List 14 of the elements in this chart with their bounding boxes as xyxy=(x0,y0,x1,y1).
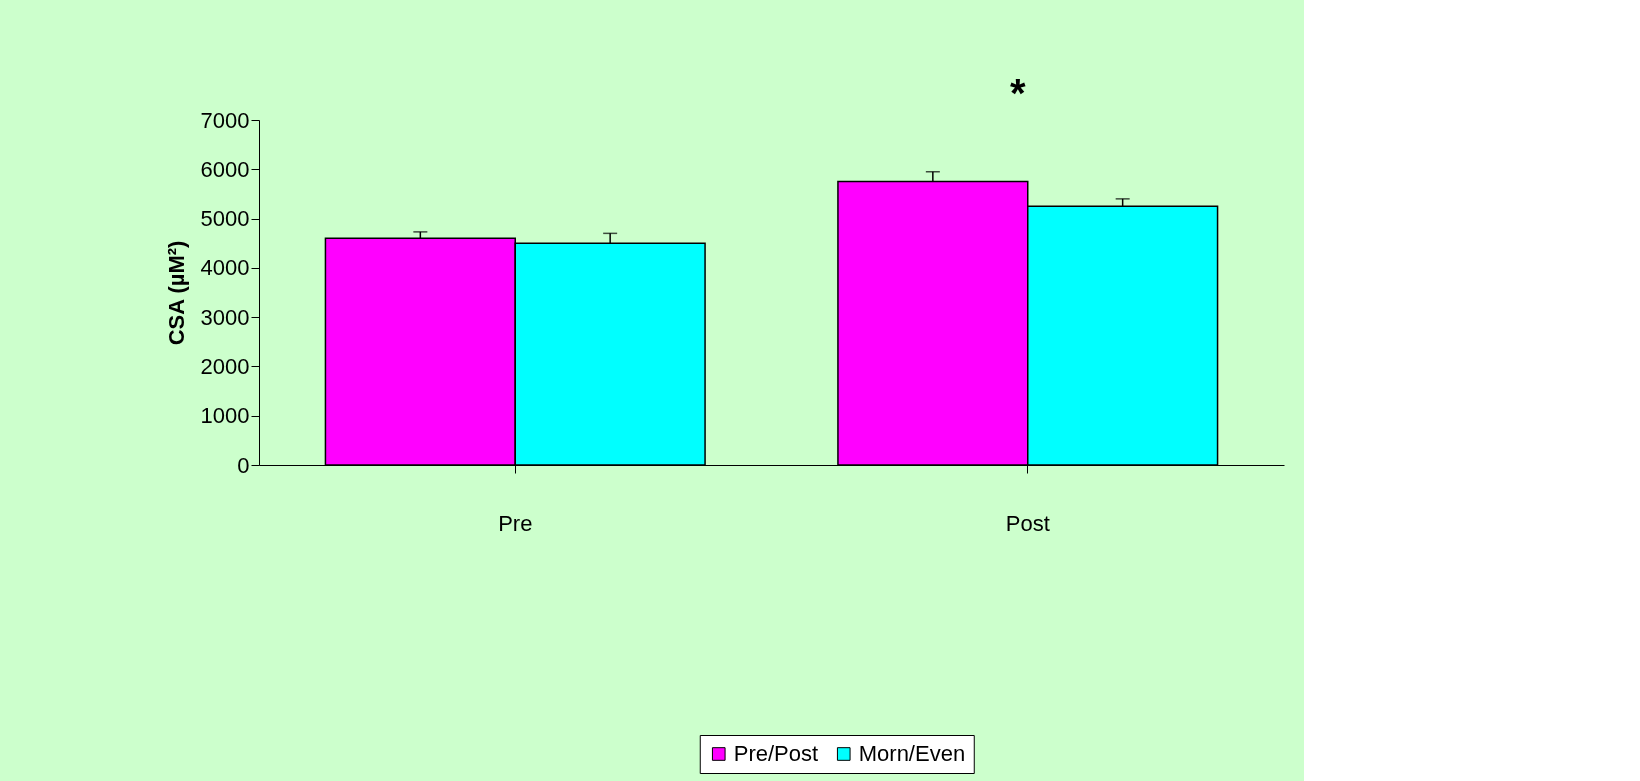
text: * xyxy=(1009,71,1026,115)
x-tick-label: Pre xyxy=(498,510,533,536)
y-tick-label: 7000 xyxy=(200,107,250,133)
y-tick-label: 2000 xyxy=(200,353,250,379)
y-tick-label: 3000 xyxy=(200,304,250,330)
y-axis-title: CSA (µM²) xyxy=(163,240,189,346)
x-tick-label: Post xyxy=(1005,510,1050,536)
legend-label: Morn/Even xyxy=(858,741,966,766)
legend-label: Pre/Post xyxy=(733,741,819,766)
y-tick-label: 0 xyxy=(237,452,250,478)
y-tick-label: 4000 xyxy=(200,255,250,281)
y-tick-label: 1000 xyxy=(200,403,250,429)
y-tick-label: 5000 xyxy=(200,206,250,232)
y-tick-label: 6000 xyxy=(200,156,250,182)
